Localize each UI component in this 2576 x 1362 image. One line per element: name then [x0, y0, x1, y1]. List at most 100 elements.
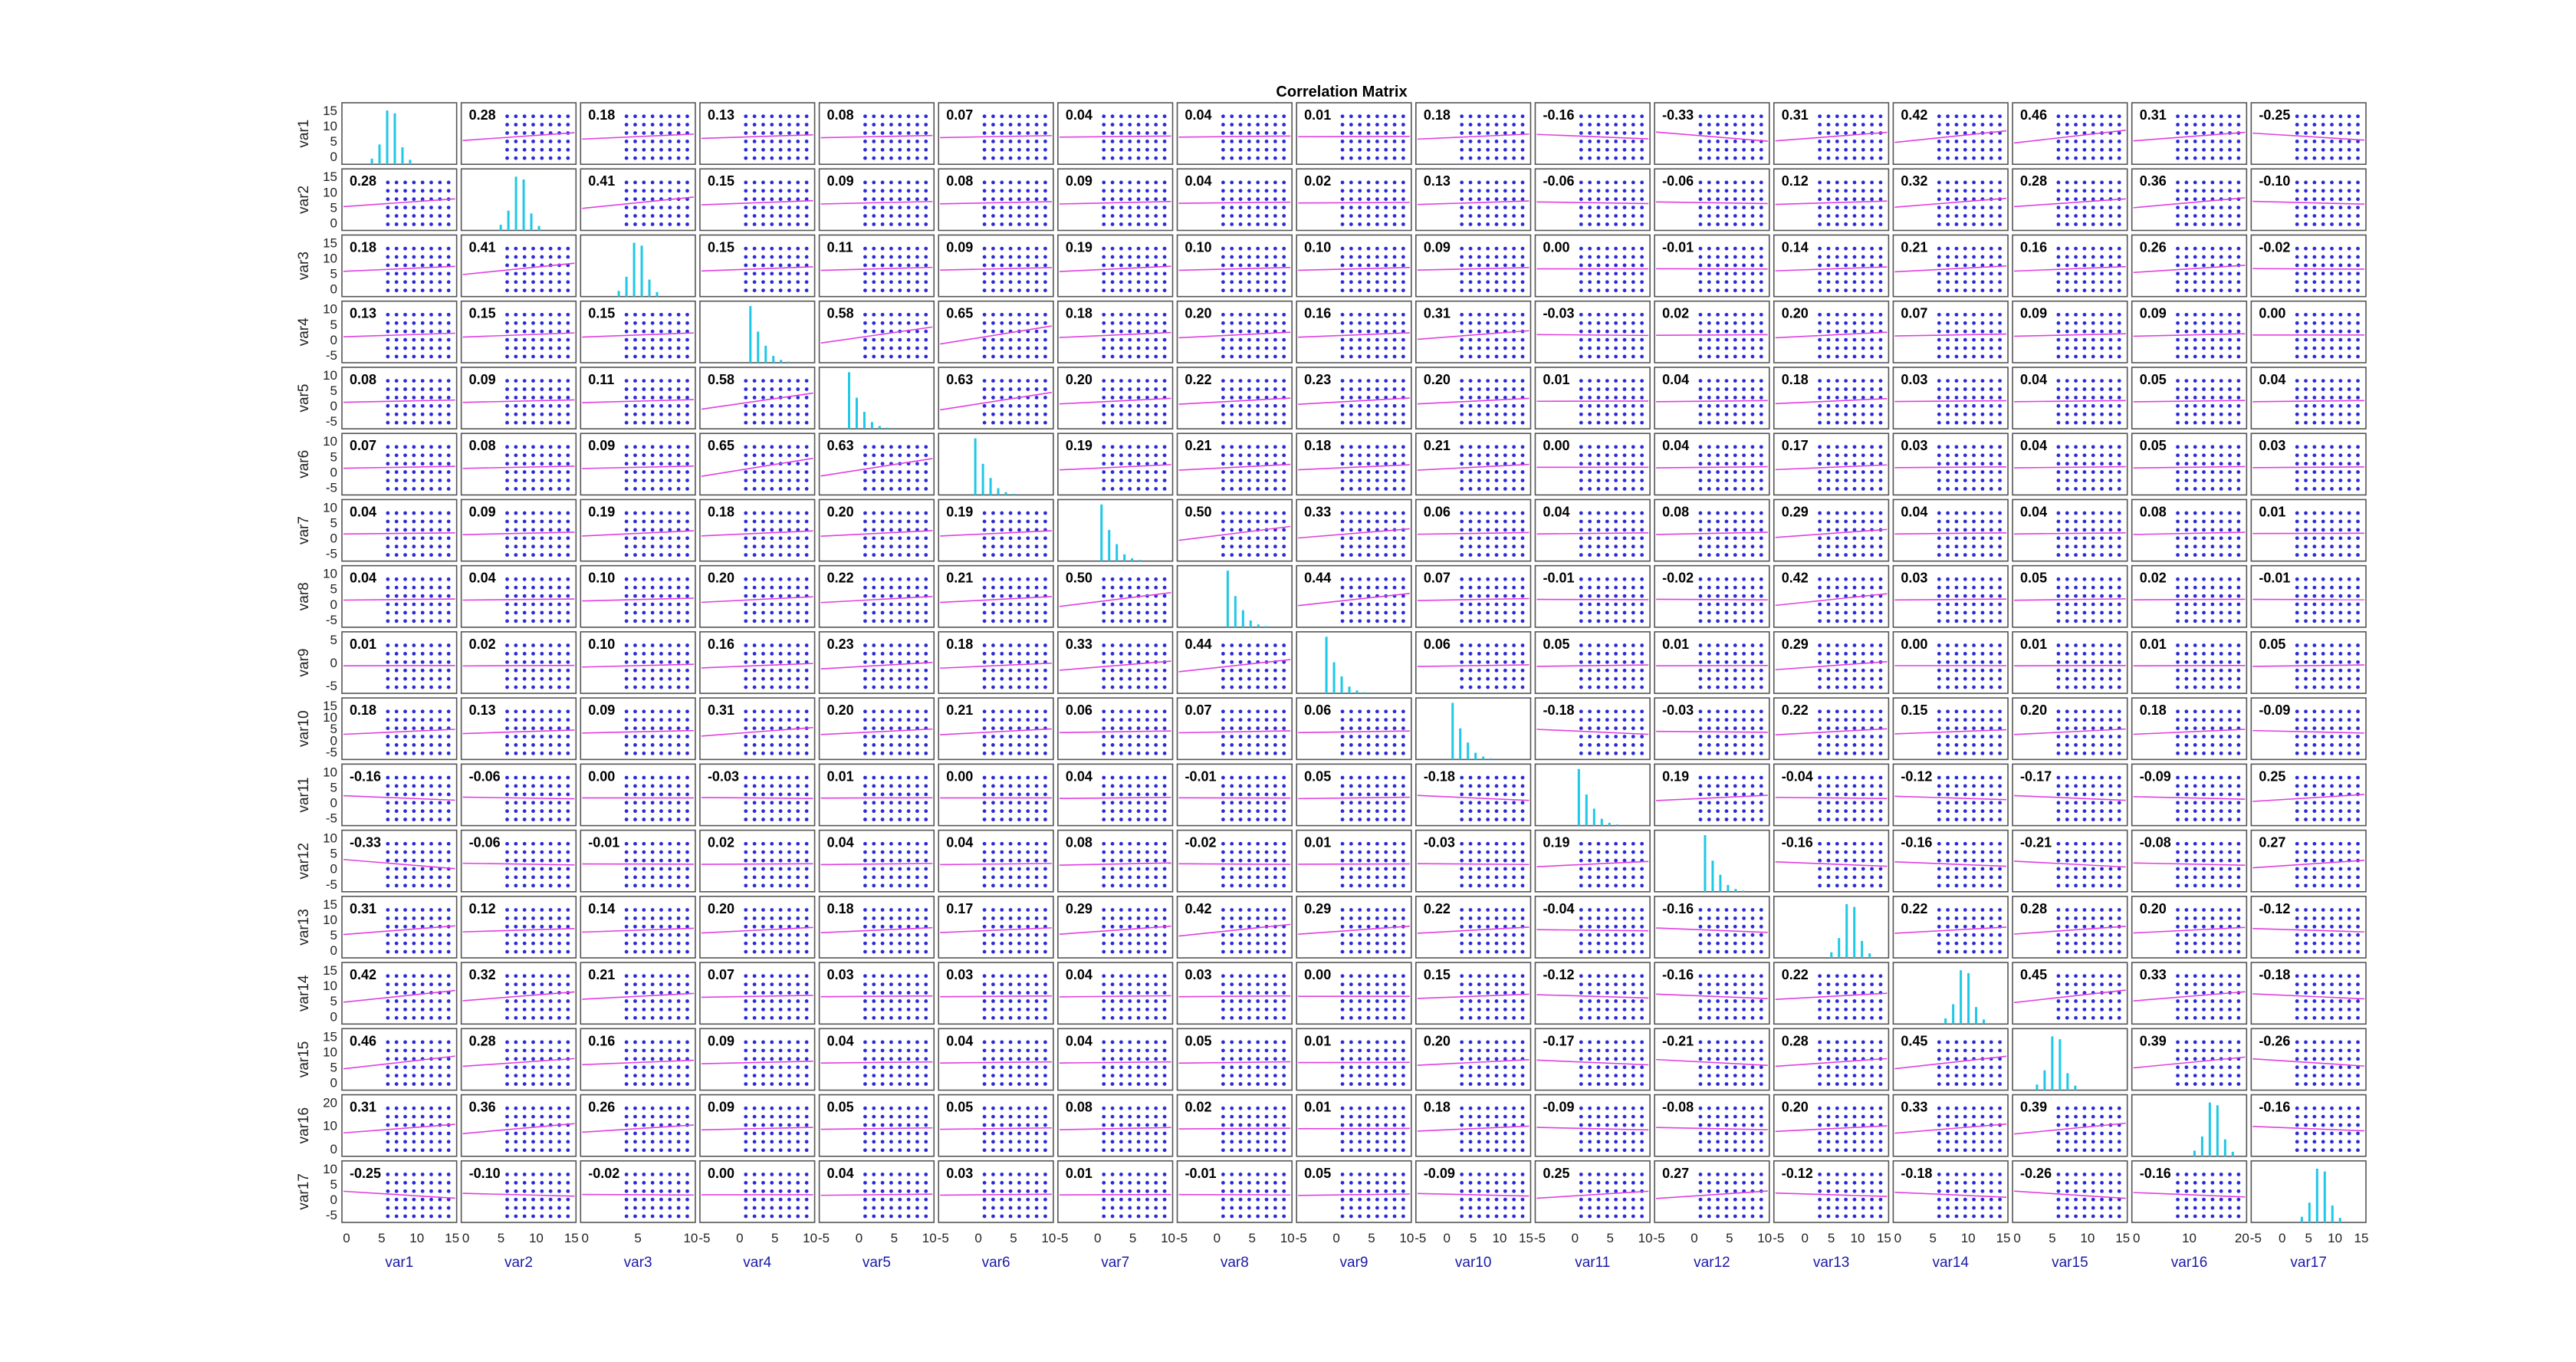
scatter-point: [915, 123, 919, 127]
scatter-point: [1588, 114, 1592, 119]
scatter-point: [2304, 222, 2308, 226]
scatter-point: [2082, 329, 2087, 334]
scatter-point: [1486, 147, 1490, 152]
histogram-bar: [749, 306, 752, 363]
scatter-point: [872, 131, 876, 135]
subplot-1-6: 0.07: [938, 102, 1054, 166]
scatter-point: [540, 139, 544, 143]
scatter-point: [1622, 479, 1627, 482]
subplot-frame: [580, 234, 696, 298]
scatter-point: [1878, 156, 1883, 160]
scatter-point: [2056, 222, 2061, 226]
scatter-point: [1963, 403, 1967, 408]
scatter-point: [2082, 337, 2087, 342]
scatter-point: [429, 271, 433, 276]
scatter-point: [1154, 379, 1158, 383]
scatter-point: [1366, 479, 1371, 482]
scatter-point: [2304, 139, 2308, 143]
scatter-point: [557, 114, 561, 119]
scatter-point: [1742, 214, 1746, 218]
scatter-point: [1392, 147, 1397, 152]
scatter-point: [2236, 255, 2241, 259]
scatter-point: [1622, 271, 1627, 276]
scatter-point: [2356, 387, 2360, 391]
scatter-point: [1494, 479, 1499, 482]
scatter-point: [1878, 180, 1883, 185]
subplot-frame: [1654, 433, 1770, 496]
scatter-point: [1716, 197, 1720, 202]
scatter-point: [906, 180, 911, 185]
correlation-label: 0.07: [1901, 306, 1927, 321]
scatter-point: [1110, 123, 1115, 127]
scatter-point: [1937, 156, 1941, 160]
correlation-label: 0.26: [2140, 239, 2167, 255]
scatter-point: [2065, 156, 2069, 160]
scatter-point: [1826, 379, 1831, 383]
scatter-point: [2074, 453, 2078, 458]
subplot-frame: [460, 234, 577, 298]
scatter-point: [1724, 180, 1729, 185]
scatter-point: [1818, 329, 1822, 334]
scatter-point: [1640, 420, 1644, 425]
scatter-point: [1826, 131, 1831, 135]
scatter-point: [633, 197, 637, 202]
scatter-point: [744, 453, 748, 458]
scatter-point: [2193, 354, 2197, 359]
regression-line: [1536, 133, 1649, 140]
scatter-point: [659, 139, 663, 143]
scatter-point: [752, 403, 757, 408]
scatter-point: [2074, 420, 2078, 425]
scatter-point: [1588, 288, 1592, 293]
scatter-point: [1759, 354, 1763, 359]
regression-line: [1656, 334, 1768, 336]
correlation-label: 0.16: [2020, 239, 2047, 255]
regression-line: [1536, 201, 1649, 205]
scatter-point: [787, 214, 791, 218]
y-tick-label: 15: [323, 169, 337, 184]
scatter-point: [633, 312, 637, 317]
scatter-point: [1154, 321, 1158, 325]
scatter-point: [1733, 114, 1737, 119]
scatter-point: [1401, 222, 1405, 226]
scatter-point: [872, 312, 876, 317]
y-tick-label: 0: [330, 282, 337, 297]
scatter-point: [1512, 412, 1516, 416]
scatter-point: [2184, 346, 2189, 350]
scatter-point: [1230, 346, 1234, 350]
scatter-point: [1963, 206, 1967, 210]
scatter-point: [1852, 486, 1857, 491]
scatter-point: [778, 255, 783, 259]
scatter-point: [1937, 453, 1941, 458]
scatter-point: [1017, 387, 1021, 391]
scatter-point: [531, 156, 535, 160]
scatter-point: [566, 156, 570, 160]
scatter-point: [1742, 479, 1746, 482]
subplot-frame: [1773, 168, 1890, 232]
scatter-point: [2236, 147, 2241, 152]
scatter-point: [2082, 412, 2087, 416]
scatter-point: [915, 462, 919, 466]
scatter-point: [1878, 114, 1883, 119]
scatter-point: [1520, 312, 1525, 317]
scatter-point: [2312, 206, 2317, 210]
correlation-label: 0.17: [1782, 438, 1809, 453]
scatter-point: [1460, 123, 1464, 127]
scatter-point: [1264, 420, 1269, 425]
scatter-point: [2056, 462, 2061, 466]
scatter-point: [2219, 379, 2223, 383]
scatter-point: [1468, 479, 1473, 482]
scatter-point: [676, 123, 681, 127]
scatter-point: [2304, 147, 2308, 152]
scatter-point: [2100, 321, 2104, 325]
scatter-point: [880, 288, 885, 293]
scatter-point: [2228, 255, 2232, 259]
scatter-point: [566, 147, 570, 152]
regression-line: [582, 332, 694, 338]
scatter-point: [1145, 420, 1149, 425]
scatter-point: [2065, 462, 2069, 466]
scatter-point: [1034, 280, 1039, 285]
subplot-2-13: 0.12: [1773, 168, 1890, 232]
scatter-point: [1972, 180, 1976, 185]
scatter-point: [1494, 197, 1499, 202]
scatter-point: [889, 123, 893, 127]
